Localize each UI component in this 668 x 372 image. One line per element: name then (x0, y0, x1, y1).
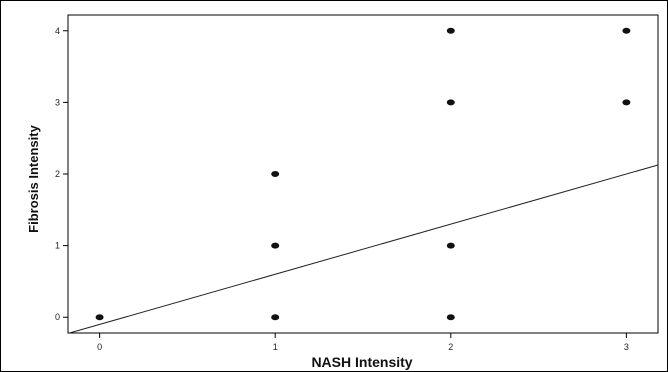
data-point (95, 314, 104, 321)
y-tick-label: 1 (55, 241, 60, 251)
y-tick-label: 3 (55, 97, 60, 107)
x-axis-title: NASH Intensity (311, 354, 412, 370)
data-point (446, 242, 455, 249)
x-tick-label: 1 (273, 342, 278, 352)
y-tick-label: 0 (55, 312, 60, 322)
data-point (271, 171, 280, 177)
y-tick-label: 2 (55, 169, 60, 179)
data-point (446, 27, 455, 34)
data-points (95, 27, 631, 321)
plot-area-frame (67, 14, 659, 334)
data-point (446, 99, 455, 106)
x-tick-label: 3 (624, 342, 629, 352)
y-tick-label: 4 (55, 26, 60, 36)
x-tick-label: 2 (448, 342, 453, 352)
x-tick-label: 0 (97, 342, 102, 352)
fit-line (69, 164, 659, 334)
fit-line-group (69, 164, 659, 334)
y-axis: 0 1 2 3 4 (55, 26, 68, 322)
data-point (622, 99, 631, 106)
y-axis-title: Fibrosis Intensity (26, 124, 41, 232)
x-axis: 0 1 2 3 (97, 333, 629, 352)
data-point (622, 27, 631, 34)
data-point (271, 314, 280, 321)
data-point (446, 314, 455, 321)
data-point (271, 242, 280, 249)
